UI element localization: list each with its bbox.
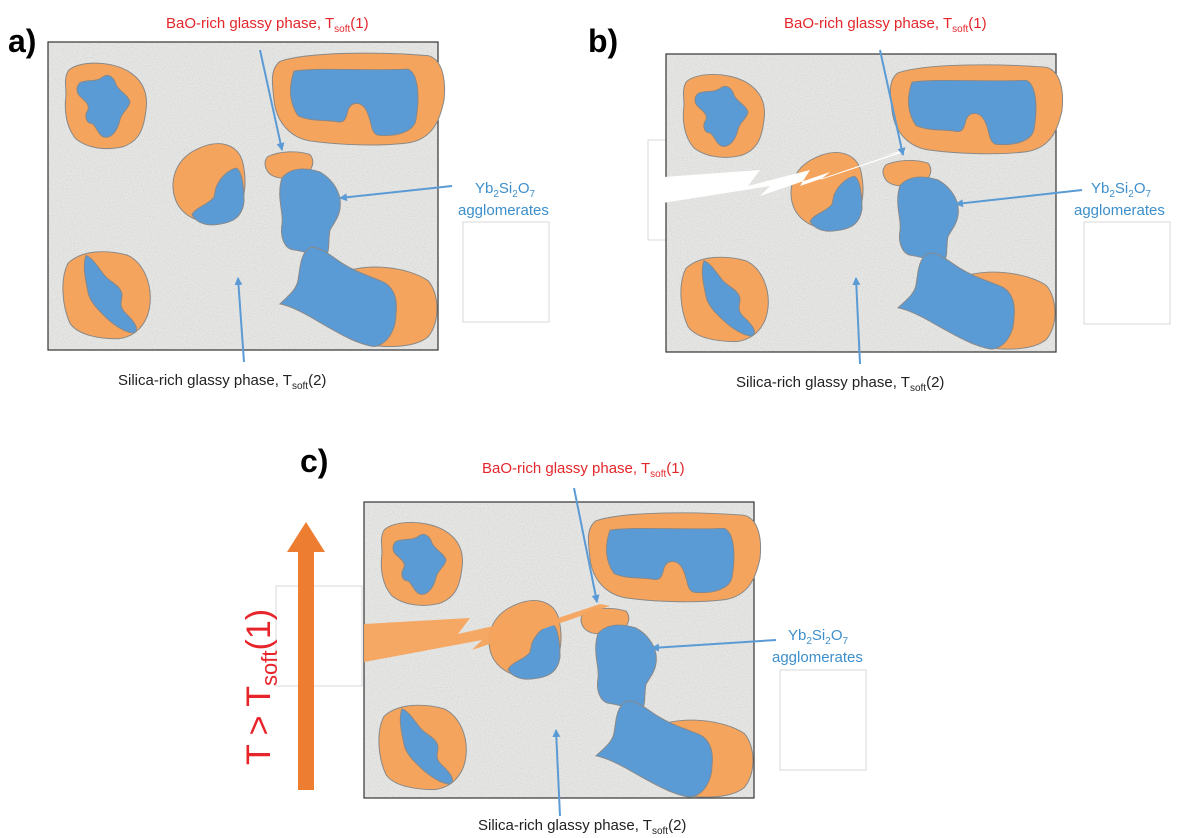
- panel-a-yb-arrow: [339, 185, 453, 202]
- panel-c: [363, 501, 762, 799]
- panel-c-bao-arrow: [573, 487, 600, 603]
- panel-b-silica-label: Silica-rich glassy phase, Tsoft(2): [736, 374, 944, 394]
- temperature-label: T > Tsoft(1): [240, 609, 282, 765]
- temperature-arrow: [287, 522, 325, 790]
- panel-b-crack: [650, 150, 910, 205]
- panel-a-silica-label: Silica-rich glassy phase, Tsoft(2): [118, 372, 326, 392]
- panel-c-yb-label: Yb2Si2O7: [788, 627, 849, 647]
- panel-c-silica-label: Silica-rich glassy phase, Tsoft(2): [478, 817, 686, 837]
- panel-c-silica-arrow: [552, 729, 561, 817]
- panel-b-yb-label: Yb2Si2O7: [1091, 180, 1152, 200]
- panel-c-label: c): [300, 443, 328, 479]
- panel-c-bao-label: BaO-rich glassy phase, Tsoft(1): [482, 460, 685, 480]
- panel-b-agglomerates-label: agglomerates: [1074, 202, 1165, 219]
- panel-c-yb-arrow: [651, 639, 777, 652]
- panel-c-agglomerates-label: agglomerates: [772, 649, 863, 666]
- panel-b-label: b): [588, 23, 618, 59]
- panel-b-bao-label: BaO-rich glassy phase, Tsoft(1): [784, 15, 987, 35]
- panel-a-agglomerates-label: agglomerates: [458, 202, 549, 219]
- panel-a-bao-arrow: [259, 49, 285, 151]
- panel-b-bao-arrow: [879, 49, 906, 156]
- panel-b-yb-arrow: [955, 189, 1083, 208]
- panel-c-filled-crack: [364, 604, 610, 662]
- panel-b: [665, 53, 1064, 353]
- panel-a-silica-arrow: [234, 277, 245, 363]
- panel-a: [47, 41, 446, 351]
- panel-a-yb-label: Yb2Si2O7: [475, 180, 536, 200]
- panel-a-label: a): [8, 23, 36, 59]
- panel-a-bao-label: BaO-rich glassy phase, Tsoft(1): [166, 15, 369, 35]
- panel-b-silica-arrow: [852, 277, 861, 365]
